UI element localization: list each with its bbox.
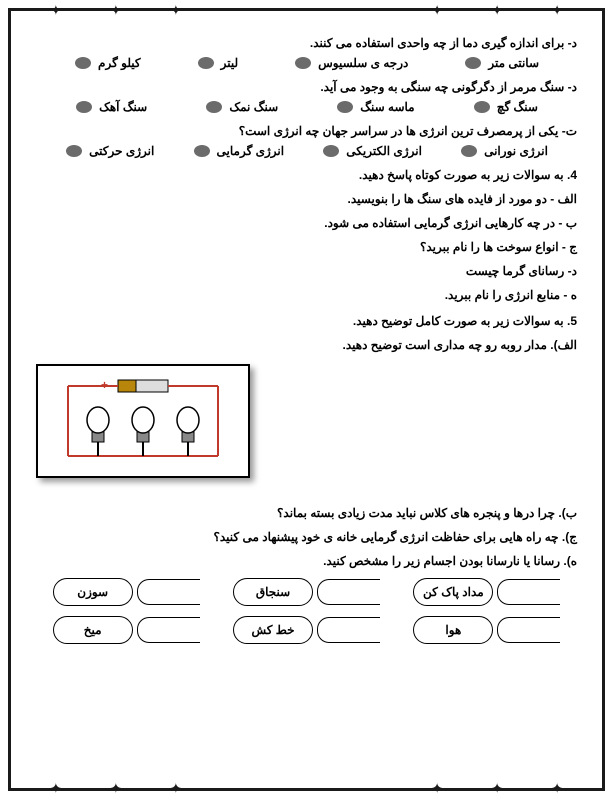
options-d2: سنگ آهک سنگ نمک ماسه سنگ سنگ گچ <box>36 100 577 114</box>
rock-icon <box>74 56 92 70</box>
slots-row-2: میخ خط کش هوا <box>36 616 577 644</box>
bulb-icon <box>87 407 109 456</box>
rock-icon <box>460 144 478 158</box>
slot-label: هوا <box>413 616 493 644</box>
circuit-diagram: + - <box>36 364 250 478</box>
option-label: سانتی متر <box>488 56 539 70</box>
option[interactable]: انرژی گرمایی <box>193 144 285 158</box>
question-4b: ب - در چه کارهایی انرژی گرمایی استفاده م… <box>36 216 577 230</box>
question-4a: الف - دو مورد از فایده های سنگ ها را بنو… <box>36 192 577 206</box>
option-label: ماسه سنگ <box>360 100 414 114</box>
question-4d: د- رسانای گرما چیست <box>36 264 577 278</box>
slot-pair: خط کش <box>233 616 380 644</box>
option-label: سنگ نمک <box>229 100 278 114</box>
question-5a: الف). مدار روبه رو چه مداری است توضیح ده… <box>36 338 577 352</box>
rock-icon <box>193 144 211 158</box>
slot-label: سوزن <box>53 578 133 606</box>
slot-pair: میخ <box>53 616 200 644</box>
question-5e: ه). رسانا یا نارسانا بودن اجسام زیر را م… <box>36 554 577 568</box>
option-label: کیلو گرم <box>98 56 141 70</box>
option[interactable]: انرژی حرکتی <box>65 144 154 158</box>
ornament: ✦ <box>491 2 503 19</box>
slot-pair: هوا <box>413 616 560 644</box>
slot-pair: مداد پاک کن <box>413 578 560 606</box>
rock-icon <box>205 100 223 114</box>
ornament: ✦ <box>110 780 122 797</box>
ornament: ✦ <box>551 780 563 797</box>
slot-blank[interactable] <box>137 579 200 605</box>
question-5: 5. به سوالات زیر به صورت کامل توضیح دهید… <box>36 314 577 328</box>
ornament: ✦ <box>50 2 62 19</box>
option-label: سنگ آهک <box>99 100 147 114</box>
option[interactable]: ماسه سنگ <box>336 100 414 114</box>
slots-row-1: سوزن سنجاق مداد پاک کن <box>36 578 577 606</box>
slot-pair: سنجاق <box>233 578 380 606</box>
option-label: انرژی نورانی <box>484 144 548 158</box>
ornament: ✦ <box>431 2 443 19</box>
slot-blank[interactable] <box>137 617 200 643</box>
worksheet-content: د- برای اندازه گیری دما از چه واحدی استف… <box>0 0 613 674</box>
ornament: ✦ <box>551 2 563 19</box>
slot-label: خط کش <box>233 616 313 644</box>
ornament: ✦ <box>431 780 443 797</box>
question-t: ت- یکی از پرمصرف ترین انرژی ها در سراسر … <box>36 124 577 138</box>
slot-blank[interactable] <box>497 579 560 605</box>
option-label: لیتر <box>221 56 239 70</box>
option[interactable]: سنگ نمک <box>205 100 278 114</box>
slot-label: مداد پاک کن <box>413 578 493 606</box>
option[interactable]: انرژی الکتریکی <box>322 144 422 158</box>
rock-icon <box>464 56 482 70</box>
option[interactable]: لیتر <box>197 56 239 70</box>
circuit-svg: + - <box>48 374 238 469</box>
question-4: 4. به سوالات زیر به صورت کوتاه پاسخ دهید… <box>36 168 577 182</box>
option[interactable]: سنگ آهک <box>75 100 147 114</box>
question-d1: د- برای اندازه گیری دما از چه واحدی استف… <box>36 36 577 50</box>
ornament: ✦ <box>50 780 62 797</box>
rock-icon <box>294 56 312 70</box>
option-label: انرژی الکتریکی <box>346 144 422 158</box>
rock-icon <box>473 100 491 114</box>
option[interactable]: سانتی متر <box>464 56 539 70</box>
slot-label: سنجاق <box>233 578 313 606</box>
option[interactable]: سنگ گچ <box>473 100 538 114</box>
option[interactable]: انرژی نورانی <box>460 144 548 158</box>
rock-icon <box>336 100 354 114</box>
question-4e: ه - منابع انرژی را نام ببرید. <box>36 288 577 302</box>
option[interactable]: کیلو گرم <box>74 56 141 70</box>
rock-icon <box>65 144 83 158</box>
rock-icon <box>75 100 93 114</box>
rock-icon <box>197 56 215 70</box>
option-label: سنگ گچ <box>497 100 538 114</box>
question-4c: ج - انواع سوخت ها را نام ببرید؟ <box>36 240 577 254</box>
question-d2: د- سنگ مرمر از دگرگونی چه سنگی به وجود م… <box>36 80 577 94</box>
slot-blank[interactable] <box>317 579 380 605</box>
options-t: انرژی حرکتی انرژی گرمایی انرژی الکتریکی … <box>36 144 577 158</box>
ornament: ✦ <box>170 780 182 797</box>
ornament: ✦ <box>170 2 182 19</box>
bulb-icon <box>177 407 199 456</box>
slot-blank[interactable] <box>317 617 380 643</box>
option-label: انرژی گرمایی <box>217 144 285 158</box>
rock-icon <box>322 144 340 158</box>
option-label: درجه ی سلسیوس <box>318 56 408 70</box>
option-label: انرژی حرکتی <box>89 144 154 158</box>
question-5b: ب). چرا درها و پنجره های کلاس نباید مدت … <box>36 506 577 520</box>
bulb-icon <box>132 407 154 456</box>
options-d1: کیلو گرم لیتر درجه ی سلسیوس سانتی متر <box>36 56 577 70</box>
question-5c: ج). چه راه هایی برای حفاظت انرژی گرمایی … <box>36 530 577 544</box>
slot-label: میخ <box>53 616 133 644</box>
slot-pair: سوزن <box>53 578 200 606</box>
slot-blank[interactable] <box>497 617 560 643</box>
ornament: ✦ <box>491 780 503 797</box>
option[interactable]: درجه ی سلسیوس <box>294 56 408 70</box>
ornament: ✦ <box>110 2 122 19</box>
